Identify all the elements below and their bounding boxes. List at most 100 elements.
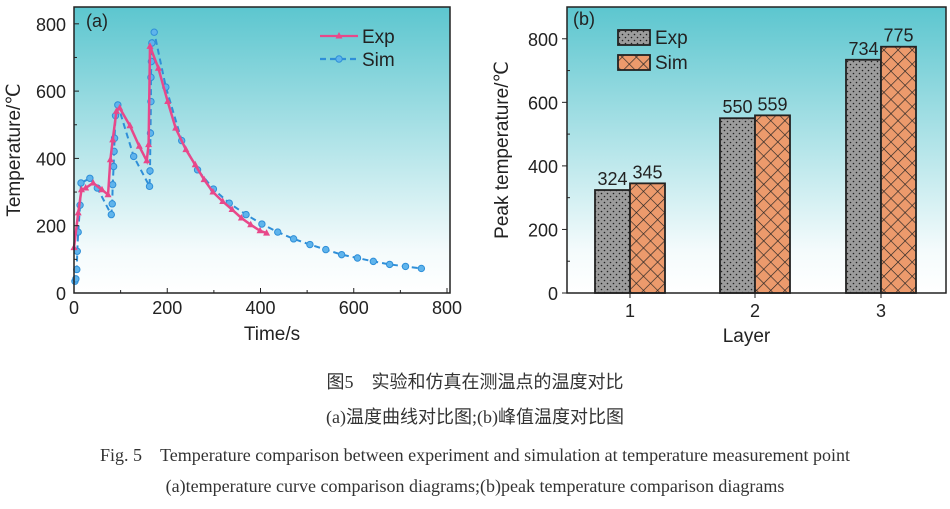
caption-en-title: Fig. 5 Temperature comparison between ex… xyxy=(100,445,850,465)
data-label: 550 xyxy=(722,97,752,117)
y-tick-label: 400 xyxy=(528,157,558,177)
data-point-sim xyxy=(108,180,117,189)
y-tick-label: 0 xyxy=(548,284,558,304)
data-label: 345 xyxy=(632,162,662,182)
y-tick-label: 800 xyxy=(36,15,66,35)
data-point-exp xyxy=(182,145,190,153)
data-point-exp xyxy=(219,197,227,204)
x-tick-label: 200 xyxy=(152,298,182,318)
x-tick-label: 600 xyxy=(339,298,369,318)
data-point-exp xyxy=(146,42,154,49)
y-axis-label: Peak temperature/℃ xyxy=(492,61,513,239)
bar-exp-layer-2 xyxy=(719,117,756,294)
data-point-sim xyxy=(108,200,116,208)
legend-marker xyxy=(335,32,343,39)
caption-en-subtitle: (a)temperature curve comparison diagrams… xyxy=(165,476,785,496)
data-point-exp xyxy=(200,175,208,183)
data-point-sim xyxy=(417,264,426,273)
data-point-exp xyxy=(143,156,151,164)
bar-sim-layer-1 xyxy=(629,182,666,294)
data-point-exp xyxy=(106,155,114,163)
data-point-exp xyxy=(145,140,153,148)
data-point-exp xyxy=(228,205,236,213)
data-point-exp xyxy=(256,226,264,234)
legend-marker xyxy=(335,55,343,63)
data-point-exp xyxy=(104,190,112,198)
data-point-sim xyxy=(86,174,94,182)
data-point-exp xyxy=(82,184,90,191)
x-tick-label: 3 xyxy=(876,301,886,321)
legend-label-sim: Sim xyxy=(362,50,395,71)
legend-swatch-exp xyxy=(617,29,651,46)
data-point-sim xyxy=(337,250,346,259)
data-point-sim xyxy=(107,210,116,219)
x-tick-label: 0 xyxy=(69,298,79,318)
data-point-exp xyxy=(112,107,120,114)
data-point-exp xyxy=(247,220,255,228)
panel-label: (b) xyxy=(573,9,595,29)
legend-label-exp: Exp xyxy=(362,27,395,48)
x-axis-label: Layer xyxy=(723,326,771,347)
data-point-exp xyxy=(126,121,134,129)
data-label: 559 xyxy=(757,94,787,114)
data-point-sim xyxy=(146,167,154,175)
plot-frame xyxy=(73,6,451,294)
data-point-sim xyxy=(289,235,298,243)
data-point-sim xyxy=(401,262,410,271)
data-point-sim xyxy=(258,220,266,228)
data-point-exp xyxy=(154,64,162,71)
bar-sim-layer-3 xyxy=(880,45,917,294)
data-point-sim xyxy=(353,254,362,262)
data-point-exp xyxy=(164,97,172,105)
data-label: 775 xyxy=(883,26,913,46)
y-tick-label: 400 xyxy=(36,149,66,169)
data-point-sim xyxy=(109,162,118,171)
data-label: 734 xyxy=(848,39,878,59)
caption-cn-title: 图5 实验和仿真在测温点的温度对比 xyxy=(326,372,624,392)
data-point-sim xyxy=(77,179,85,187)
y-tick-label: 800 xyxy=(528,30,558,50)
y-tick-label: 600 xyxy=(528,93,558,113)
data-point-sim xyxy=(385,260,394,269)
x-tick-label: 1 xyxy=(625,301,635,321)
data-point-sim xyxy=(150,28,158,36)
y-tick-label: 200 xyxy=(528,220,558,240)
data-point-exp xyxy=(135,142,143,149)
data-point-exp xyxy=(172,124,180,131)
bar-exp-layer-3 xyxy=(845,58,882,294)
y-tick-label: 200 xyxy=(36,217,66,237)
data-point-exp xyxy=(109,135,117,143)
data-point-sim xyxy=(306,240,314,249)
x-tick-label: 400 xyxy=(245,298,275,318)
data-point-exp xyxy=(191,160,199,168)
data-point-sim xyxy=(274,228,282,236)
data-point-exp xyxy=(237,213,245,221)
data-point-exp xyxy=(209,188,217,195)
bar-exp-layer-1 xyxy=(594,189,631,294)
y-tick-label: 600 xyxy=(36,82,66,102)
plot-frame xyxy=(566,6,947,294)
x-tick-label: 2 xyxy=(750,301,760,321)
legend-swatch-sim xyxy=(617,54,651,71)
data-label: 324 xyxy=(597,169,627,189)
caption-cn-subtitle: (a)温度曲线对比图;(b)峰值温度对比图 xyxy=(326,407,624,427)
x-axis-label: Time/s xyxy=(244,324,300,345)
bar-sim-layer-2 xyxy=(754,114,791,294)
data-point-exp xyxy=(263,229,271,236)
data-point-exp xyxy=(116,103,124,111)
data-point-exp xyxy=(74,208,82,216)
data-point-exp xyxy=(89,178,97,186)
panel-b-peak-temperature-bars: 324 550 734 345 559 775 1 2 3 0 200 400 600 800 Layer P… xyxy=(492,6,947,347)
panel-a-temperature-curves: 0 200 400 600 800 0 200 400 600 800 Time/s Temperat… xyxy=(4,6,462,345)
plot-background xyxy=(74,7,450,293)
data-point-exp xyxy=(98,185,106,193)
legend-label-sim: Sim xyxy=(655,53,688,74)
data-point-sim xyxy=(145,182,154,191)
data-point-sim xyxy=(369,257,378,266)
panel-label: (a) xyxy=(86,11,108,31)
legend-label-exp: Exp xyxy=(655,28,688,49)
data-point-sim xyxy=(322,245,330,254)
data-point-sim xyxy=(129,152,138,161)
figure: 0 200 400 600 800 0 200 400 600 800 Time/s Temperat… xyxy=(4,6,947,347)
data-point-sim xyxy=(242,210,250,219)
